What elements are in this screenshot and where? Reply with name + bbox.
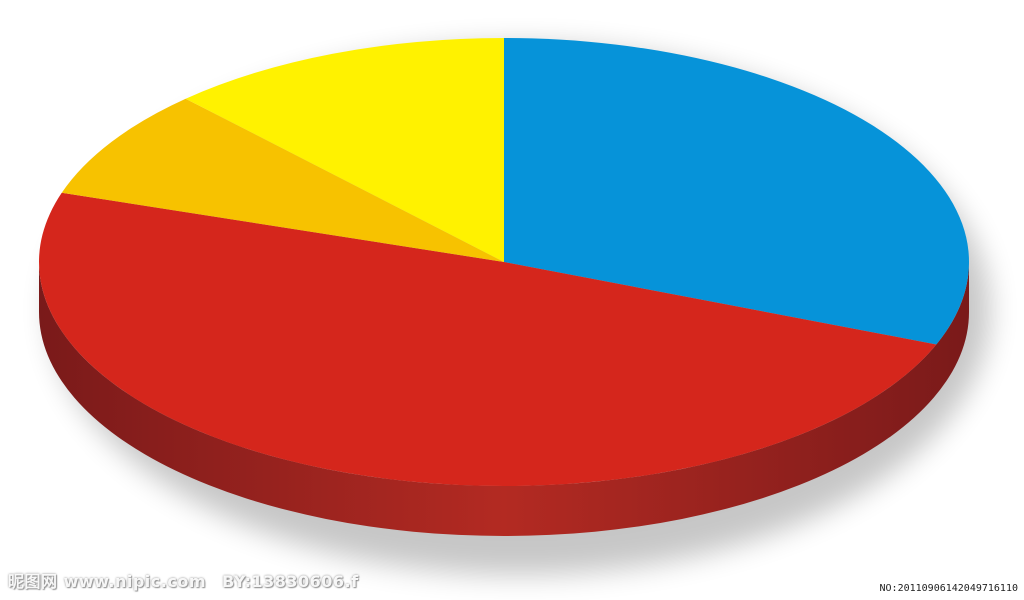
pie-slice-1 [504, 38, 969, 345]
pie-slice-2 [38, 192, 937, 487]
watermark-id: NO:20110906142049716110 [879, 583, 1018, 594]
pie-side-wall [39, 262, 969, 536]
pie-slice-4 [185, 38, 504, 262]
watermark-site: 昵图网 www.nipic.com [8, 572, 206, 591]
pie-slice-3 [61, 98, 504, 262]
watermark-author: BY:13830606.f [222, 572, 359, 591]
watermark: 昵图网 www.nipic.com BY:13830606.f [8, 568, 369, 592]
